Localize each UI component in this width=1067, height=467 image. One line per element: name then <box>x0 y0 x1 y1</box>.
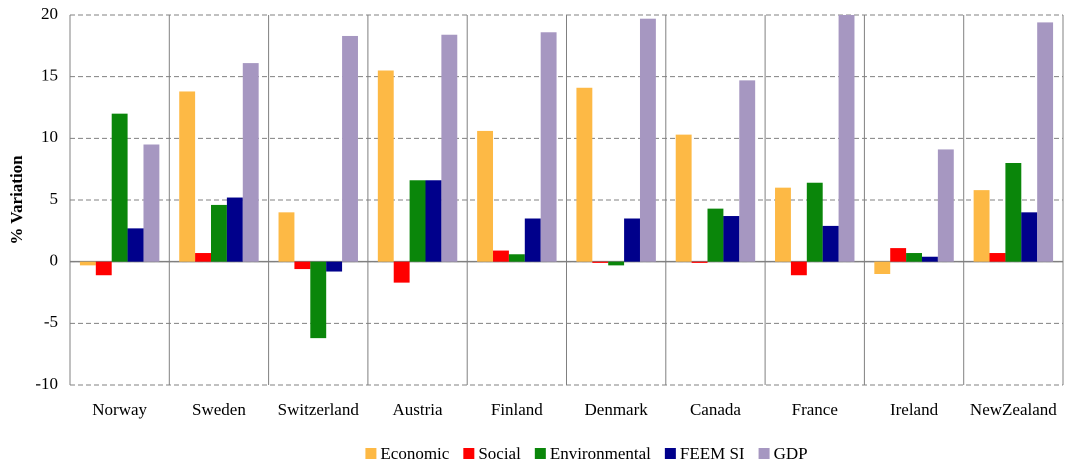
bar <box>592 261 609 263</box>
legend-label: FEEM SI <box>680 444 745 463</box>
bar <box>675 134 692 262</box>
x-tick-label: Denmark <box>585 400 649 419</box>
y-tick-label: 0 <box>50 251 59 270</box>
legend-label: GDP <box>774 444 808 463</box>
bar <box>211 204 227 262</box>
bar <box>143 144 160 262</box>
bar <box>707 208 724 262</box>
bar <box>508 254 525 262</box>
bar <box>524 218 541 262</box>
bar <box>906 253 922 262</box>
legend-swatch <box>463 448 475 459</box>
legend-label: Environmental <box>550 444 651 463</box>
bar <box>95 261 112 276</box>
bar <box>441 34 458 262</box>
bar <box>226 197 243 262</box>
bar <box>242 63 259 262</box>
bar <box>739 80 756 262</box>
bar <box>1005 163 1022 262</box>
bar <box>179 91 196 262</box>
bar <box>576 87 593 262</box>
bar <box>393 261 410 283</box>
x-tick-label: Ireland <box>890 400 939 419</box>
legend-label: Social <box>478 444 521 463</box>
legend-label: Economic <box>380 444 449 463</box>
x-tick-label: NewZealand <box>970 400 1057 419</box>
bar <box>1037 22 1054 262</box>
x-tick-label: France <box>792 400 838 419</box>
bar <box>874 261 891 274</box>
bar <box>127 228 144 262</box>
bar <box>790 261 807 276</box>
bar <box>1021 212 1038 262</box>
y-tick-label: -5 <box>44 312 58 331</box>
bar <box>723 216 740 262</box>
bar <box>493 250 509 262</box>
bar <box>294 261 311 270</box>
bar <box>477 130 494 262</box>
x-tick-label: Finland <box>491 400 543 419</box>
y-tick-label: 15 <box>41 66 58 85</box>
x-tick-label: Switzerland <box>278 400 360 419</box>
y-tick-label: -10 <box>35 374 58 393</box>
bar <box>409 180 426 262</box>
x-tick-label: Canada <box>690 400 741 419</box>
legend-swatch <box>758 448 770 459</box>
bar <box>822 225 839 262</box>
bar <box>691 261 708 263</box>
bar <box>540 32 557 262</box>
bar <box>111 113 128 262</box>
bar <box>326 261 343 272</box>
bar <box>775 187 791 262</box>
bar <box>342 35 358 262</box>
bar <box>937 149 954 262</box>
bar <box>195 253 212 262</box>
bar <box>838 15 855 262</box>
bar <box>806 182 823 262</box>
legend-swatch <box>534 448 546 459</box>
x-tick-label: Austria <box>393 400 444 419</box>
y-tick-label: 10 <box>41 127 58 146</box>
bar <box>921 256 938 262</box>
legend-swatch <box>664 448 676 459</box>
x-tick-label: Norway <box>92 400 147 419</box>
bar <box>310 261 327 339</box>
x-tick-label: Sweden <box>192 400 246 419</box>
bar <box>639 18 656 262</box>
bar <box>973 190 990 262</box>
y-tick-label: 20 <box>41 4 58 23</box>
bar <box>890 248 907 262</box>
legend-swatch <box>365 448 377 459</box>
bar <box>377 70 394 262</box>
bar <box>79 261 96 266</box>
bar <box>608 261 625 266</box>
bar <box>278 212 295 262</box>
bar <box>989 253 1006 262</box>
y-tick-label: 5 <box>50 189 59 208</box>
bar <box>624 218 640 262</box>
bar <box>425 180 442 262</box>
y-axis-label: % Variation <box>7 155 26 245</box>
